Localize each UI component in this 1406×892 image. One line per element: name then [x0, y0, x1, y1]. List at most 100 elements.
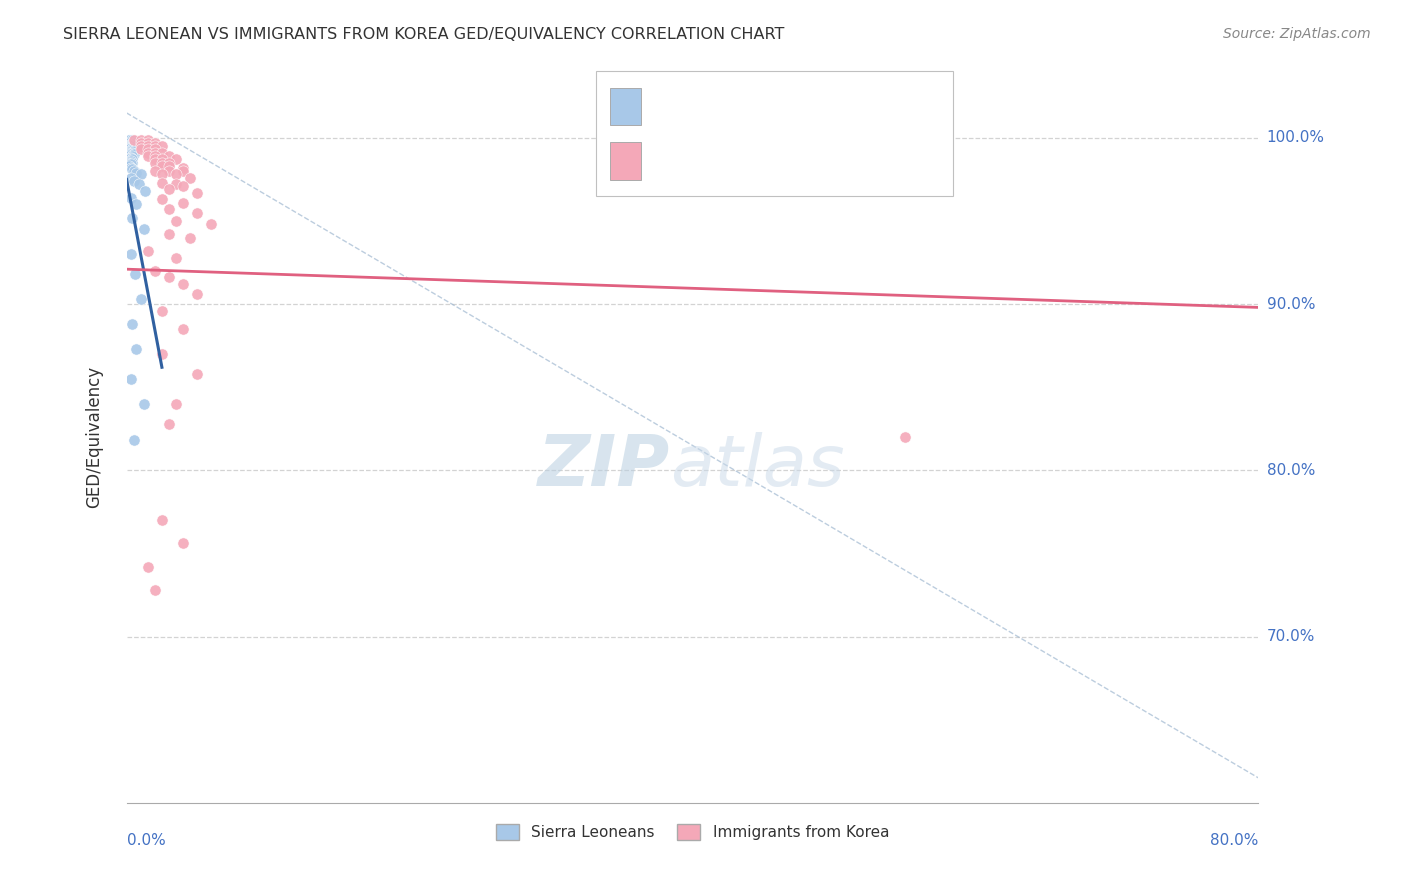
Text: Source: ZipAtlas.com: Source: ZipAtlas.com — [1223, 27, 1371, 41]
Text: N =: N = — [761, 97, 813, 115]
Text: 70.0%: 70.0% — [1267, 629, 1315, 644]
Point — [118, 132, 141, 146]
Point — [120, 144, 142, 158]
Text: atlas: atlas — [669, 432, 845, 500]
Point — [118, 144, 141, 158]
Point — [118, 154, 141, 169]
Point — [129, 143, 152, 157]
Point — [157, 182, 180, 196]
Point — [132, 397, 155, 411]
Point — [150, 156, 173, 170]
Point — [134, 184, 156, 198]
Point — [157, 202, 180, 217]
Point — [150, 153, 173, 167]
Point — [172, 179, 194, 194]
Point — [165, 251, 187, 265]
Point — [132, 222, 155, 236]
Text: -0.282: -0.282 — [683, 97, 748, 115]
Point — [121, 317, 143, 331]
Point — [118, 156, 141, 170]
Point — [186, 205, 208, 219]
Text: 0.0%: 0.0% — [127, 833, 166, 847]
Point — [157, 156, 180, 170]
Point — [179, 230, 201, 244]
Point — [157, 417, 180, 431]
Point — [165, 168, 187, 182]
Point — [118, 157, 141, 171]
Point — [143, 145, 166, 160]
Point — [186, 367, 208, 381]
Point — [118, 136, 141, 150]
Point — [136, 244, 159, 258]
Point — [120, 137, 142, 152]
Point — [200, 217, 222, 231]
Point — [143, 139, 166, 153]
Point — [120, 247, 142, 261]
Point — [120, 151, 142, 165]
Point — [143, 149, 166, 163]
Point — [157, 164, 180, 178]
Legend: Sierra Leoneans, Immigrants from Korea: Sierra Leoneans, Immigrants from Korea — [489, 818, 896, 847]
Point — [121, 139, 143, 153]
Text: SIERRA LEONEAN VS IMMIGRANTS FROM KOREA GED/EQUIVALENCY CORRELATION CHART: SIERRA LEONEAN VS IMMIGRANTS FROM KOREA … — [63, 27, 785, 42]
Point — [121, 143, 143, 157]
Point — [143, 143, 166, 157]
Point — [129, 136, 152, 150]
Point — [121, 162, 143, 177]
Point — [118, 145, 141, 160]
Point — [122, 132, 145, 146]
Point — [143, 164, 166, 178]
Point — [143, 156, 166, 170]
Point — [150, 139, 173, 153]
Point — [124, 139, 146, 153]
Point — [118, 141, 141, 155]
Point — [124, 267, 146, 281]
Point — [136, 136, 159, 150]
Point — [136, 149, 159, 163]
Point — [118, 147, 141, 161]
Point — [150, 193, 173, 207]
Point — [118, 151, 141, 165]
Point — [118, 137, 141, 152]
Point — [165, 397, 187, 411]
Point — [120, 161, 142, 175]
Point — [186, 287, 208, 301]
Point — [136, 132, 159, 146]
Text: 90.0%: 90.0% — [1267, 297, 1315, 311]
Point — [122, 434, 145, 448]
Point — [143, 582, 166, 597]
Point — [120, 141, 142, 155]
Point — [179, 170, 201, 185]
Point — [143, 264, 166, 278]
Point — [118, 149, 141, 163]
Point — [121, 153, 143, 167]
Point — [172, 322, 194, 336]
Text: ZIP: ZIP — [537, 432, 669, 500]
Point — [120, 139, 142, 153]
Point — [122, 141, 145, 155]
Point — [157, 227, 180, 242]
FancyBboxPatch shape — [610, 143, 641, 180]
Point — [136, 145, 159, 160]
Text: 100.0%: 100.0% — [1267, 130, 1324, 145]
Point — [136, 143, 159, 157]
Point — [157, 149, 180, 163]
Point — [172, 195, 194, 210]
Point — [124, 136, 146, 150]
Text: 80.0%: 80.0% — [1267, 463, 1315, 478]
Point — [122, 174, 145, 188]
Point — [128, 178, 150, 192]
Point — [121, 132, 143, 146]
Point — [150, 347, 173, 361]
Point — [125, 166, 148, 180]
Point — [118, 139, 141, 153]
Y-axis label: GED/Equivalency: GED/Equivalency — [84, 366, 103, 508]
Point — [122, 147, 145, 161]
Point — [129, 292, 152, 306]
Point — [150, 303, 173, 318]
Point — [118, 153, 141, 167]
Point — [120, 170, 142, 185]
Text: 59: 59 — [803, 97, 828, 115]
FancyBboxPatch shape — [610, 87, 641, 125]
Point — [143, 153, 166, 167]
